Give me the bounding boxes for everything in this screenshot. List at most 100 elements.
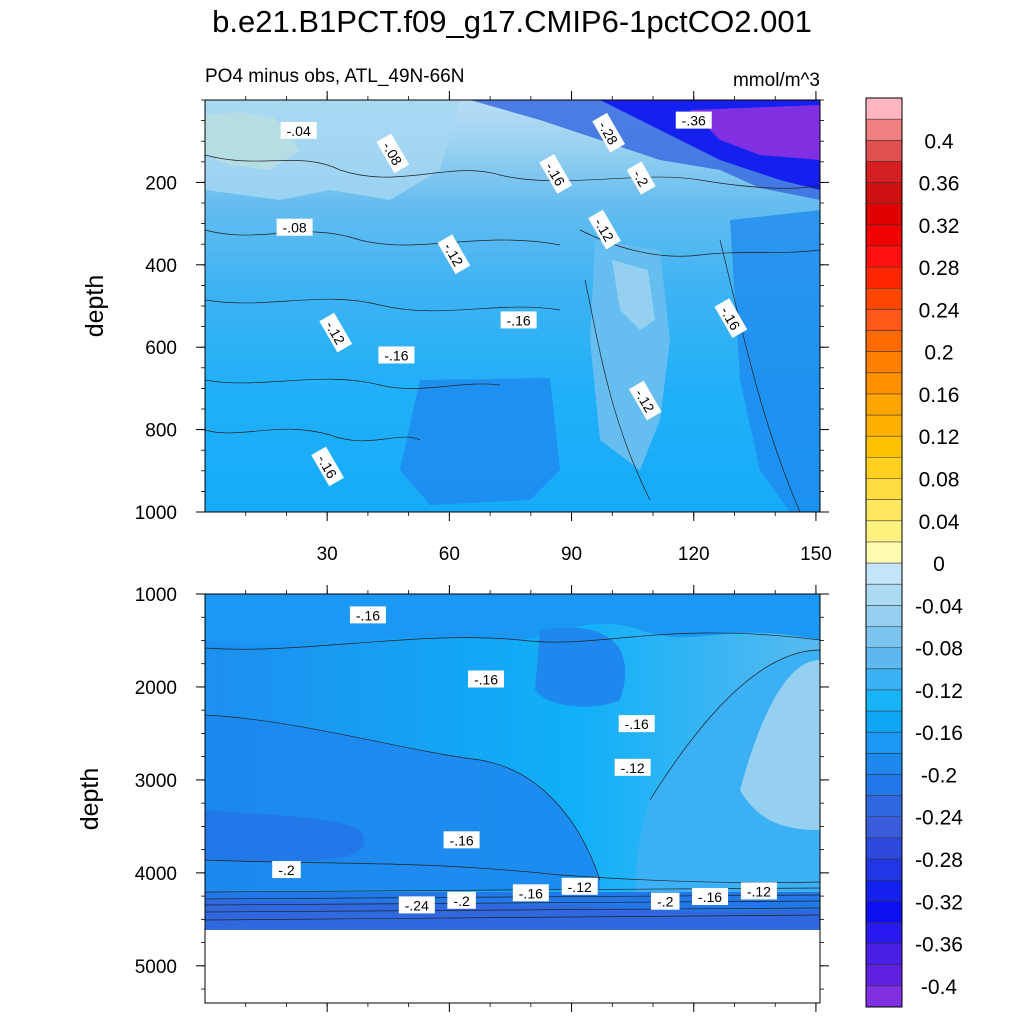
y-tick-label: 5000 xyxy=(135,957,177,978)
y-tick-label: 1000 xyxy=(135,503,177,524)
contour-label: -.16 xyxy=(443,831,480,849)
colorbar-swatch xyxy=(866,901,902,923)
colorbar-swatch xyxy=(866,478,902,501)
contour-label-box xyxy=(512,884,549,902)
colorbar-swatch xyxy=(866,267,902,289)
colorbar-frame xyxy=(865,97,903,1008)
contour-label-box xyxy=(618,715,655,733)
contour-label-box xyxy=(675,111,712,129)
colorbar-swatch xyxy=(866,922,902,945)
x-tick-label: 120 xyxy=(678,544,710,565)
colorbar-tick-label: 0.36 xyxy=(919,173,960,196)
contour-label-box xyxy=(378,346,415,364)
contour-label-text: -.24 xyxy=(405,897,429,913)
colorbar-tick-label: -0.12 xyxy=(915,680,963,703)
contour-label-text: -.12 xyxy=(568,879,592,895)
colorbar-tick-label: -0.4 xyxy=(921,976,958,999)
y-tick-label: 400 xyxy=(145,256,177,277)
contour-label-text: -.36 xyxy=(682,113,706,129)
colorbar-swatch xyxy=(866,563,902,585)
colorbar-swatch xyxy=(866,880,902,902)
contour-label-box xyxy=(588,209,621,250)
upper-light-band xyxy=(205,100,460,200)
contour-label-box xyxy=(628,380,662,421)
contour-label: -.2 xyxy=(650,892,680,910)
contour-label-box xyxy=(561,877,598,895)
contour-label-box xyxy=(500,311,537,329)
contour-label-box xyxy=(592,112,626,153)
contour-label-text: -.16 xyxy=(356,607,380,623)
y-tick-label: 600 xyxy=(145,338,177,359)
contour-label-box xyxy=(276,218,313,236)
colorbar-swatch xyxy=(866,774,902,797)
colorbar-swatch xyxy=(866,245,902,268)
upper-tongue-core xyxy=(612,260,655,330)
contour-label: -.16 xyxy=(618,715,655,733)
contour-label-text: -.2 xyxy=(453,893,470,909)
contour-label-box xyxy=(443,831,480,849)
contour-label-box xyxy=(280,121,317,139)
contour-label-text: -.16 xyxy=(507,312,531,328)
colorbar-tick-label: 0.2 xyxy=(924,342,953,365)
contour-label: -.16 xyxy=(468,670,505,688)
contour-label-text: -.16 xyxy=(625,716,649,732)
upper-contour-labels: -.04-.08-.28 -.36-.16 -.2-.08-.12-.12-.16-… xyxy=(276,111,748,487)
contour-label: -.16 xyxy=(692,888,729,906)
contour-label-box xyxy=(447,891,476,909)
colorbar-swatch xyxy=(866,943,902,966)
contour-label-text: -.2 xyxy=(278,862,295,878)
colorbar-swatch xyxy=(866,859,902,881)
colorbar-swatch xyxy=(866,668,902,691)
colorbar-tick-label: 0.12 xyxy=(919,426,960,449)
contour-label-text: -.2 xyxy=(630,167,652,189)
colorbar-swatch xyxy=(866,393,902,416)
colorbar-tick-label: -0.08 xyxy=(915,638,963,661)
upper-panel: PO4 minus obs, ATL_49N-66N mmol/m^3 xyxy=(81,66,832,565)
contour-label-text: -.12 xyxy=(621,760,645,776)
upper-violet-core xyxy=(690,105,820,160)
colorbar-swatch xyxy=(866,161,902,184)
colorbar-swatch xyxy=(866,541,902,564)
colorbar-tick-label: 0 xyxy=(933,553,945,576)
contour-label-box xyxy=(349,606,386,624)
contour-label-box xyxy=(692,888,729,906)
x-tick-label: 150 xyxy=(800,544,832,565)
colorbar-tick-label: -0.28 xyxy=(915,849,963,872)
upper-y-axis: 200 400 600 800 1000 xyxy=(135,99,829,524)
contour-label: -.2 xyxy=(626,161,656,195)
contour-label-box xyxy=(650,892,680,910)
contour-label-box xyxy=(614,758,651,776)
lower-upper-patch xyxy=(535,627,626,707)
colorbar-tick-label: 0.16 xyxy=(919,384,960,407)
colorbar-swatch xyxy=(866,964,902,987)
colorbar-tick-label: -0.04 xyxy=(915,595,963,618)
upper-east-patch xyxy=(730,210,820,512)
upper-midwater-patch xyxy=(400,378,560,505)
contour-label-text: -.04 xyxy=(287,123,311,139)
colorbar-swatch xyxy=(866,457,902,480)
colorbar-swatch xyxy=(866,711,902,733)
upper-x-axis: 30 60 90 120 150 xyxy=(245,91,832,565)
contour-label-box xyxy=(437,234,471,275)
contour-label-box xyxy=(272,861,301,879)
lower-y-label: depth xyxy=(76,768,104,831)
colorbar-swatch xyxy=(866,499,902,522)
contour-label: -.12 xyxy=(740,882,777,900)
colorbar-swatch xyxy=(866,626,902,649)
lower-frame xyxy=(204,593,821,1004)
y-tick-label: 2000 xyxy=(135,678,177,699)
lower-x-axis xyxy=(245,585,817,1012)
lower-east-core xyxy=(740,660,820,830)
colorbar-tick-label: -0.2 xyxy=(921,764,957,787)
contour-label-box xyxy=(740,882,777,900)
lower-west-core xyxy=(205,810,365,862)
contour-label: -.16 xyxy=(349,606,386,624)
colorbar-swatch xyxy=(866,732,902,754)
contour-label: -.16 xyxy=(378,346,415,364)
contour-label-box xyxy=(626,161,656,195)
upper-plot-area: -.04-.08-.28 -.36-.16 -.2-.08-.12-.12-.16-… xyxy=(205,100,820,512)
colorbar-tick-label: 0.08 xyxy=(919,469,960,492)
colorbar-swatch xyxy=(866,816,902,839)
contour-label-box xyxy=(398,896,435,914)
contour-label-text: -.16 xyxy=(384,347,408,363)
